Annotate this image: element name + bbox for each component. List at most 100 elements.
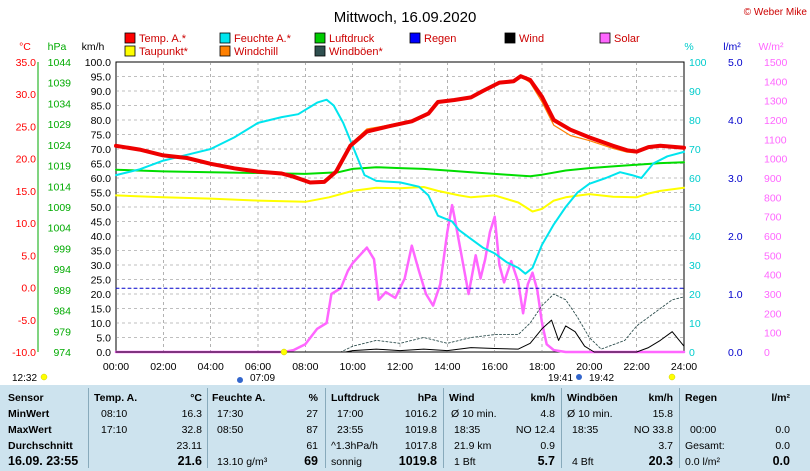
legend-swatch: [219, 32, 231, 44]
pressure-tick-label: 1014: [48, 181, 72, 193]
temp-tick-label: 20.0: [16, 154, 37, 166]
cell-min-press: 1016.2: [404, 408, 437, 420]
humidity-tick-label: 50: [689, 202, 701, 214]
cell-forecast: sonnig: [331, 456, 362, 468]
header-gust: Windböen: [567, 392, 618, 404]
moonrise-icon: [668, 373, 676, 381]
pressure-tick-label: 979: [53, 326, 71, 338]
rain-tick-label: 0.0: [728, 347, 743, 359]
humidity-tick-label: 80: [689, 115, 701, 127]
cell-min-temp: 16.3: [181, 408, 202, 420]
cell-current-gust: 20.3: [648, 454, 673, 468]
sunrise-time: 07:09: [250, 373, 275, 384]
wind-tick-label: 20.0: [91, 289, 112, 301]
wind-tick-label: 95.0: [91, 72, 112, 84]
rain-axis-unit: l/m²: [723, 41, 741, 53]
stats-table: Sensor Temp. A. °C Feuchte A. % Luftdruc…: [0, 385, 810, 471]
temp-tick-label: 35.0: [16, 57, 37, 69]
legend-swatch: [219, 45, 231, 57]
humidity-tick-label: 20: [689, 289, 701, 301]
solar-tick-label: 600: [764, 231, 782, 243]
temp-tick-label: -5.0: [18, 315, 36, 327]
divider: [88, 388, 89, 468]
x-tick-label: 10:00: [340, 361, 366, 373]
legend-swatch: [314, 45, 326, 57]
cell-current-temp: 21.6: [177, 454, 202, 468]
legend-label: Windchill: [234, 46, 278, 58]
x-tick-label: 06:00: [245, 361, 271, 373]
cell-avg-temp: 23.11: [176, 440, 203, 452]
cell-current-wind: 5.7: [537, 454, 555, 468]
x-tick-label: 16:00: [482, 361, 508, 373]
cell-min-temp-time: 08:10: [101, 408, 128, 420]
weather-chart: Mittwoch, 16.09.2020 © Weber Mike Temp. …: [12, 7, 808, 384]
legend-label: Regen: [424, 33, 456, 45]
humidity-tick-label: 10: [689, 318, 701, 330]
wind-tick-label: 55.0: [91, 188, 112, 200]
series-line-temp-a: [114, 74, 686, 185]
cell-current-hum: 69: [304, 454, 318, 468]
wind-axis-unit: km/h: [82, 41, 105, 53]
legend-swatch: [124, 32, 136, 44]
legend-label: Feuchte A.*: [234, 33, 292, 45]
wind-tick-label: 30.0: [91, 260, 112, 272]
header-pressure-unit: hPa: [417, 392, 437, 404]
rain-tick-label: 3.0: [728, 173, 743, 185]
cell-max-rain-desc: 00:00: [690, 424, 717, 436]
cell-wind-bft: 1 Bft: [454, 456, 476, 468]
cell-avg-gust: 3.7: [658, 440, 673, 452]
solar-axis-unit: W/m²: [758, 41, 784, 53]
solar-tick-label: 800: [764, 192, 782, 204]
humidity-tick-label: 60: [689, 173, 701, 185]
wind-tick-label: 40.0: [91, 231, 112, 243]
cell-rain-total-label: Gesamt:: [685, 440, 725, 452]
cell-min-wind: 4.8: [540, 408, 555, 420]
cell-max-temp-time: 17:10: [101, 424, 128, 436]
header-rain-unit: l/m²: [771, 392, 790, 404]
solar-tick-label: 400: [764, 270, 782, 282]
divider: [561, 388, 562, 468]
series-line-windb-en: [115, 293, 685, 353]
series-line-solar: [114, 203, 686, 354]
pressure-tick-label: 994: [53, 264, 71, 276]
cell-min-gust: 15.8: [652, 408, 673, 420]
solar-tick-label: 700: [764, 212, 782, 224]
temp-tick-label: 30.0: [16, 89, 37, 101]
humidity-tick-label: 70: [689, 144, 701, 156]
row-label-max: MaxWert: [8, 424, 52, 436]
temp-tick-label: 5.0: [21, 250, 36, 262]
wind-tick-label: 65.0: [91, 159, 112, 171]
series-line-feuchte-a: [115, 98, 685, 275]
header-pressure: Luftdruck: [331, 392, 380, 404]
cell-wind-distance: 21.9 km: [454, 440, 492, 452]
solar-tick-label: 300: [764, 289, 782, 301]
solar-tick-label: 1500: [764, 57, 788, 69]
legend-swatch: [124, 45, 136, 57]
moonset-icon: [40, 373, 48, 381]
x-tick-label: 18:00: [529, 361, 555, 373]
cell-current-press: 1019.8: [398, 454, 437, 468]
solar-tick-label: 1400: [764, 76, 788, 88]
temp-tick-label: 25.0: [16, 121, 37, 133]
solar-tick-label: 1300: [764, 96, 788, 108]
wind-tick-label: 25.0: [91, 275, 112, 287]
rain-tick-label: 2.0: [728, 231, 743, 243]
solar-tick-label: 100: [764, 328, 782, 340]
header-wind: Wind: [449, 392, 475, 404]
header-sensor: Sensor: [8, 392, 44, 404]
pressure-axis-unit: hPa: [48, 41, 67, 53]
pressure-tick-label: 1039: [48, 78, 72, 90]
solar-tick-label: 1200: [764, 115, 788, 127]
header-humidity: Feuchte A.: [212, 392, 266, 404]
cell-max-rain: 0.0: [775, 424, 790, 436]
wind-tick-label: 60.0: [91, 173, 112, 185]
cell-avg-press: 1017.8: [404, 440, 437, 452]
solar-tick-label: 200: [764, 308, 782, 320]
x-tick-label: 20:00: [576, 361, 602, 373]
x-tick-label: 14:00: [434, 361, 460, 373]
cell-pressure-trend: ^1.3hPa/h: [331, 440, 378, 452]
pressure-tick-label: 989: [53, 285, 71, 297]
series-layer: [114, 74, 686, 354]
credit-label[interactable]: © Weber Mike: [744, 7, 808, 18]
cell-min-hum: 27: [306, 408, 318, 420]
